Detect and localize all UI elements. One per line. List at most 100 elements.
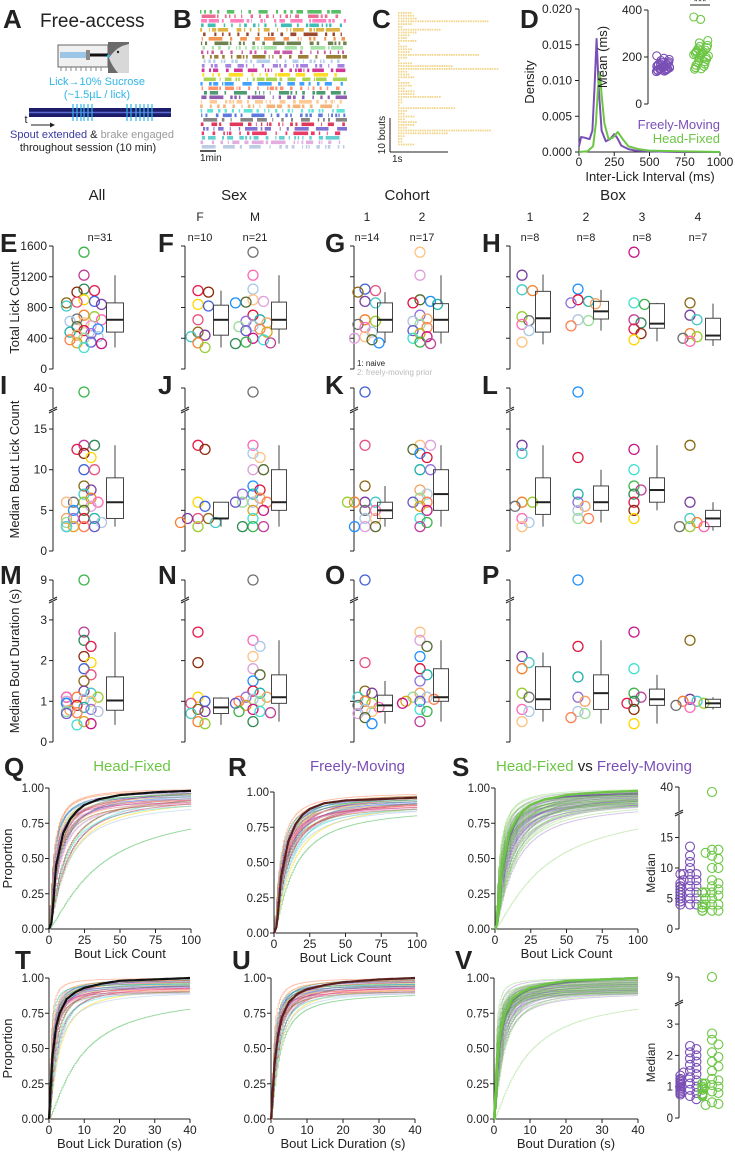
panel-j: J bbox=[158, 370, 287, 552]
lick-bout-mark bbox=[327, 122, 334, 127]
mouse-data-point bbox=[516, 520, 528, 533]
significance-stars: *** bbox=[694, 0, 708, 8]
mouse-data-point bbox=[192, 626, 204, 638]
lick-mark bbox=[484, 68, 487, 70]
lick-mark bbox=[436, 28, 439, 31]
lick-bout-mark bbox=[332, 77, 347, 82]
lick-mark bbox=[400, 101, 403, 104]
lick-bout-mark bbox=[249, 145, 261, 149]
lick-bout-mark bbox=[245, 64, 248, 68]
lick-mark bbox=[400, 56, 403, 59]
lick-bout-mark bbox=[269, 145, 271, 149]
lick-bout-mark bbox=[276, 10, 279, 14]
y-tick-label: 1 bbox=[40, 694, 47, 708]
mouse-data-point bbox=[78, 464, 90, 476]
lick-mark bbox=[407, 96, 410, 98]
mouse-data-point bbox=[516, 284, 528, 296]
y-tick-label: 3 bbox=[40, 613, 47, 627]
mouse-data-point bbox=[78, 634, 90, 646]
mouse-data-point bbox=[565, 711, 577, 724]
y-tick-label: 0.25 bbox=[22, 889, 44, 901]
inset-median-point bbox=[684, 1047, 696, 1058]
lick-mark bbox=[412, 20, 415, 23]
inset-median-point bbox=[706, 1073, 718, 1084]
lick-bout-mark bbox=[257, 46, 259, 50]
lick-bout-mark bbox=[290, 32, 297, 37]
lick-mark bbox=[448, 54, 451, 56]
inset-point bbox=[699, 61, 709, 71]
axis-break-mark bbox=[674, 811, 684, 817]
lick-mark bbox=[415, 65, 417, 67]
x-tick-label: 0 bbox=[271, 937, 278, 951]
lick-mark bbox=[402, 132, 405, 135]
lick-mark bbox=[400, 17, 403, 20]
lick-mark bbox=[448, 107, 450, 109]
lick-bout-mark bbox=[234, 68, 243, 73]
lick-mark bbox=[410, 23, 412, 25]
lick-mark bbox=[403, 56, 405, 59]
individual-cdf-line bbox=[494, 993, 638, 1120]
lick-mark bbox=[429, 129, 431, 132]
lick-mark bbox=[424, 68, 427, 70]
lick-mark bbox=[405, 23, 407, 25]
mouse-data-point bbox=[64, 315, 76, 327]
y-axis-label: Proportion bbox=[0, 829, 15, 889]
lick-bout-mark bbox=[301, 109, 304, 113]
lick-bout-mark bbox=[240, 118, 253, 122]
lick-mark bbox=[398, 143, 400, 146]
syringe-plunger bbox=[86, 50, 90, 60]
lick-mark bbox=[407, 65, 410, 67]
mouse-data-point bbox=[579, 707, 591, 720]
mouse-data-point bbox=[628, 695, 640, 707]
lick-bout-mark bbox=[205, 41, 208, 46]
lick-bout-mark bbox=[295, 122, 298, 127]
individual-cdf-line bbox=[494, 987, 638, 1120]
individual-cdf-line bbox=[494, 992, 639, 1120]
lick-bout-mark bbox=[223, 104, 226, 109]
panel-letter-t: T bbox=[15, 945, 31, 975]
lick-bout-mark bbox=[275, 109, 278, 113]
lick-bout-mark bbox=[312, 86, 315, 91]
mouse-data-point bbox=[516, 269, 528, 281]
mouse-data-point bbox=[691, 314, 703, 326]
lick-bout-mark bbox=[278, 122, 280, 127]
individual-cdf-line bbox=[495, 802, 639, 930]
group-label: 3 bbox=[639, 210, 646, 224]
y-tick-label: 0.00 bbox=[468, 924, 490, 936]
individual-cdf-line bbox=[495, 798, 639, 930]
d-x-tick-label: 750 bbox=[675, 155, 695, 169]
lick-bout-mark bbox=[200, 109, 203, 113]
lick-bout-mark bbox=[265, 140, 269, 145]
lick-bout-mark bbox=[319, 64, 323, 68]
lick-bout-mark bbox=[319, 86, 322, 91]
lick-bout-mark bbox=[253, 64, 255, 68]
lick-bout-mark bbox=[300, 46, 304, 50]
lick-mark bbox=[410, 31, 412, 34]
lick-bout-mark bbox=[264, 68, 267, 73]
lick-bout-mark bbox=[239, 145, 242, 149]
lick-mark bbox=[405, 28, 408, 31]
inset-point bbox=[662, 64, 672, 74]
mouse-data-point bbox=[85, 703, 97, 716]
lick-mark bbox=[429, 20, 432, 23]
lick-mark bbox=[479, 129, 482, 132]
lick-mark bbox=[403, 48, 405, 51]
lick-mark bbox=[419, 132, 422, 135]
reward-description: Lick→10% Sucrose bbox=[49, 76, 145, 88]
mouse-data-point bbox=[523, 656, 535, 669]
lick-bout-mark bbox=[222, 32, 224, 37]
mouse-data-point bbox=[628, 314, 640, 326]
lick-bout-mark bbox=[302, 145, 304, 149]
lick-bout-mark bbox=[272, 14, 275, 19]
inset-median-point bbox=[713, 1075, 724, 1086]
panel-letter-d: D bbox=[520, 4, 539, 34]
mouse-data-point bbox=[85, 695, 97, 707]
mouse-data-point bbox=[78, 294, 90, 306]
mouse-data-point bbox=[78, 701, 90, 714]
lick-bout-mark bbox=[248, 86, 251, 91]
lick-bout-mark bbox=[336, 109, 345, 113]
lick-bout-mark bbox=[328, 19, 331, 23]
mouse-data-point bbox=[516, 439, 528, 451]
mouse-data-point bbox=[414, 703, 426, 716]
